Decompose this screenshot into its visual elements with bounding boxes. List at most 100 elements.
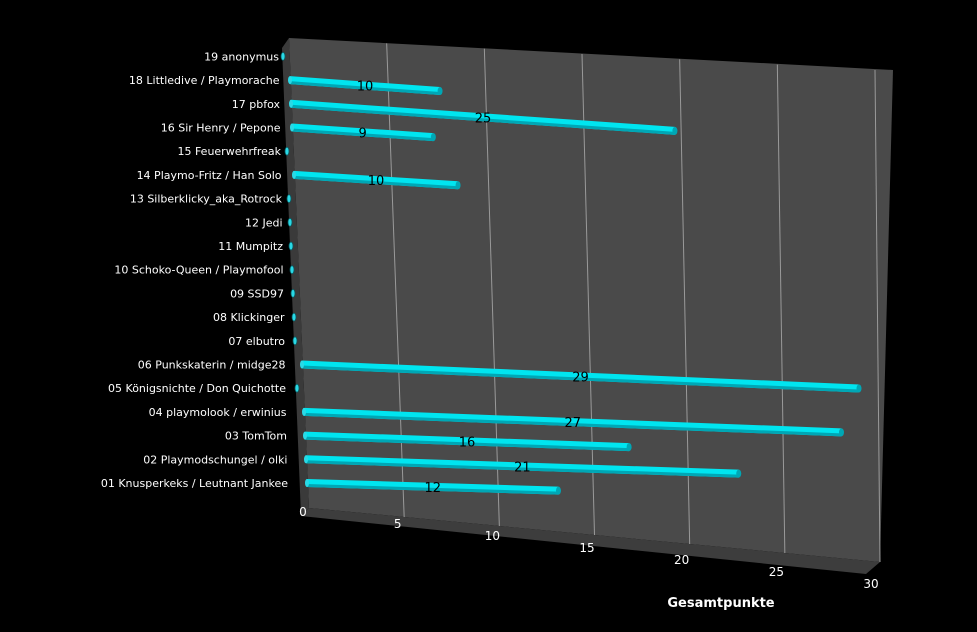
category-label: 05 Königsnichte / Don Quichotte xyxy=(108,382,286,395)
category-label: 11 Mumpitz xyxy=(218,240,283,253)
category-label: 18 Littledive / Playmorache xyxy=(129,74,280,87)
bar-shade xyxy=(291,104,675,135)
bar-shade xyxy=(292,128,434,142)
bar xyxy=(292,336,298,346)
bar-start-cap xyxy=(300,360,304,369)
bar xyxy=(286,194,292,204)
bar-shade xyxy=(304,412,842,437)
category-label: 12 Jedi xyxy=(245,216,283,229)
category-label: 02 Playmodschungel / olki xyxy=(143,453,287,466)
bar-zero-stub xyxy=(288,241,294,251)
bar xyxy=(291,312,297,322)
category-label: 04 playmolook / erwinius xyxy=(149,406,287,419)
gridline xyxy=(776,64,786,554)
category-label: 01 Knusperkeks / Leutnant Jankee xyxy=(101,477,288,490)
bar-zero-stub xyxy=(284,146,290,156)
bar xyxy=(302,407,844,437)
bar-zero-stub xyxy=(294,383,300,393)
bar-end-cap xyxy=(555,486,561,495)
gridline xyxy=(874,69,881,563)
category-label: 07 elbutro xyxy=(228,335,285,348)
category-label: 19 anonymus xyxy=(204,50,279,63)
category-label: 14 Playmo-Fritz / Han Solo xyxy=(137,169,282,182)
bar xyxy=(290,288,296,298)
bar-end-cap xyxy=(455,181,461,190)
bar-shade xyxy=(294,175,459,190)
x-tick-label: 15 xyxy=(579,541,594,555)
x-tick-label: 10 xyxy=(485,529,500,543)
bars xyxy=(280,52,862,495)
data-label: 21 xyxy=(514,460,531,475)
bar xyxy=(304,455,742,478)
x-axis-title: Gesamtpunkte xyxy=(667,596,774,611)
bar-zero-stub xyxy=(286,194,292,204)
bar-zero-stub xyxy=(280,52,286,61)
data-label: 29 xyxy=(572,370,589,385)
category-label: 17 pbfox xyxy=(232,98,281,111)
bar-start-cap xyxy=(303,431,307,440)
bar xyxy=(303,431,632,452)
x-tick-label: 0 xyxy=(299,505,307,519)
bar-end-cap xyxy=(838,428,844,437)
bar-zero-stub xyxy=(289,265,295,275)
bar-zero-stub xyxy=(292,336,298,346)
x-tick-label: 30 xyxy=(863,577,878,591)
bar xyxy=(288,241,294,251)
category-label: 15 Feuerwehrfreak xyxy=(177,145,281,158)
bar-start-cap xyxy=(292,170,296,179)
data-label: 10 xyxy=(368,174,385,189)
bar-end-cap xyxy=(672,126,678,135)
bar-start-cap xyxy=(289,99,293,108)
bar-zero-stub xyxy=(287,217,293,227)
category-label: 03 TomTom xyxy=(225,430,287,443)
bar-shade xyxy=(307,484,559,495)
category-label: 06 Punkskaterin / midge28 xyxy=(138,359,286,372)
data-label: 9 xyxy=(359,126,367,141)
category-label: 10 Schoko-Queen / Playmofool xyxy=(114,264,283,277)
bar xyxy=(284,146,290,156)
bar xyxy=(292,170,461,190)
bar-zero-stub xyxy=(290,288,296,298)
data-label: 27 xyxy=(564,416,581,431)
bar xyxy=(289,99,678,135)
category-label: 16 Sir Henry / Pepone xyxy=(161,122,281,135)
gridline xyxy=(679,59,691,545)
bar-end-cap xyxy=(736,469,742,478)
category-label: 08 Klickinger xyxy=(213,311,285,324)
x-tick-label: 20 xyxy=(674,553,689,567)
bar xyxy=(294,383,300,393)
bar-start-cap xyxy=(305,479,309,487)
x-tick-label: 5 xyxy=(394,517,402,531)
x-tick-label: 25 xyxy=(769,565,784,579)
category-labels: 01 Knusperkeks / Leutnant Jankee 02 Playm… xyxy=(101,50,288,490)
bar xyxy=(287,217,293,227)
bar-shade xyxy=(305,436,630,452)
bar xyxy=(280,52,286,61)
gridline xyxy=(581,53,595,536)
data-label: 25 xyxy=(475,111,492,126)
bar-end-cap xyxy=(856,384,862,393)
bar-start-cap xyxy=(304,455,308,464)
bar-end-cap xyxy=(626,443,632,452)
x-tick-labels: 0 5 10 15 20 25 30 xyxy=(299,505,878,591)
bar-end-cap xyxy=(437,87,443,96)
bar-end-cap xyxy=(430,133,436,142)
bar xyxy=(300,360,862,393)
data-label: 10 xyxy=(357,80,374,95)
data-label: 12 xyxy=(424,481,441,496)
bar-start-cap xyxy=(288,76,292,85)
bar-zero-stub xyxy=(291,312,297,322)
category-label: 09 SSD97 xyxy=(230,287,284,300)
data-label: 16 xyxy=(459,435,476,450)
bar xyxy=(289,265,295,275)
plot-side xyxy=(282,38,309,516)
plot-floor xyxy=(301,508,880,574)
bar xyxy=(290,123,436,142)
bar-shade xyxy=(306,460,739,478)
bar xyxy=(288,76,443,96)
bar-shade xyxy=(290,81,441,96)
bar-start-cap xyxy=(302,407,306,416)
bar-start-cap xyxy=(290,123,294,132)
data-labels: 12 21 16 27 29 10 9 25 10 xyxy=(357,80,589,496)
